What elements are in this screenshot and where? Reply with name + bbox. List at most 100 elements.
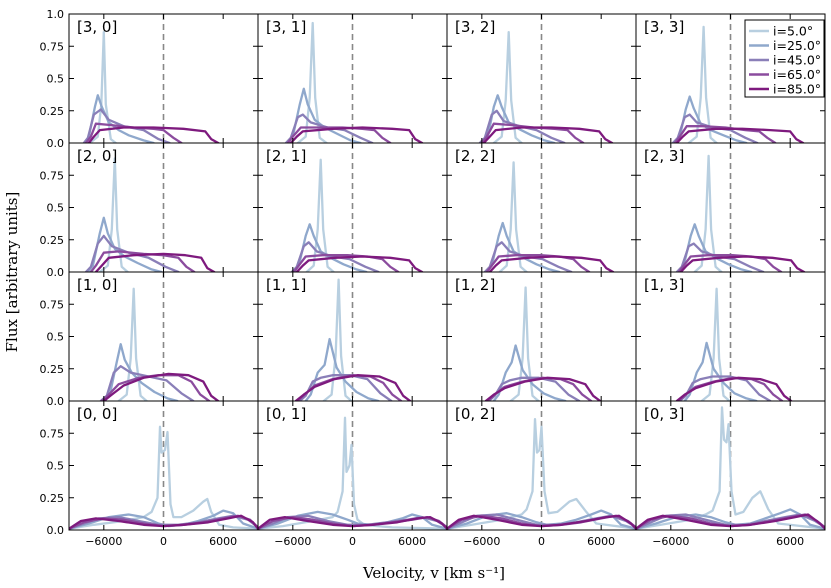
y-tick-label: 0.0 [47, 137, 65, 150]
x-tick-label: −6000 [274, 535, 311, 548]
series-line [87, 126, 220, 143]
y-tick-label: 0.5 [47, 202, 65, 215]
panel-label: [2, 1] [266, 147, 306, 165]
curves [290, 158, 424, 272]
series-line [98, 157, 129, 272]
y-tick-label: 0.0 [47, 395, 65, 408]
panel-label: [1, 2] [455, 276, 495, 294]
x-tick-label: 6000 [587, 535, 615, 548]
panel: [2, 3] [635, 142, 826, 273]
panel: [3, 2] [446, 13, 637, 144]
y-tick-label: 0.25 [40, 105, 65, 118]
series-line [284, 113, 374, 143]
panel-label: [3, 0] [77, 18, 117, 36]
y-tick-label: 0.5 [47, 331, 65, 344]
curves [675, 154, 806, 272]
series-line [69, 425, 258, 530]
series-line [693, 154, 723, 272]
panel-label: [0, 1] [266, 405, 306, 423]
series-line [258, 515, 447, 530]
panel-label: [2, 3] [644, 147, 684, 165]
series-line [88, 30, 117, 143]
panel: 0.0 0.25 0.5 0.75 [2, 0] [40, 142, 259, 279]
panel: −6000 0 6000 [0, 3] [635, 400, 826, 548]
series-line [290, 241, 380, 272]
panel-label: [2, 0] [77, 147, 117, 165]
series-line [671, 113, 759, 143]
series-line [94, 252, 216, 272]
series-line [498, 161, 528, 272]
curves [675, 287, 793, 401]
x-tick-label: 0 [727, 535, 734, 548]
series-line [117, 287, 148, 401]
panel: [3, 1] [257, 13, 448, 144]
x-tick-label: 6000 [776, 535, 804, 548]
curves [69, 425, 258, 530]
series-line [673, 125, 777, 143]
panel: 0.0 0.25 0.5 0.75 [1, 0] [40, 271, 259, 408]
panel-label: [1, 1] [266, 276, 306, 294]
y-tick-label: 0.25 [40, 363, 65, 376]
x-axis-title: Velocity, v [km s⁻¹] [362, 564, 505, 582]
y-tick-label: 0.0 [47, 266, 65, 279]
series-line [509, 286, 540, 401]
series-line [304, 337, 380, 401]
series-line [675, 127, 805, 143]
legend-frame [744, 19, 825, 98]
series-line [86, 216, 163, 272]
x-tick-label: 6000 [209, 535, 237, 548]
series-line [483, 241, 573, 272]
panel-grid: 0.0 0.25 0.5 0.75 1.0 [3, 0] [3, 1] [3, 2] [3, 3… [40, 8, 826, 548]
series-line [103, 343, 179, 401]
panel-label: [1, 3] [644, 276, 684, 294]
panel: [1, 2] [446, 271, 637, 402]
y-tick-label: 1.0 [47, 8, 65, 21]
series-line [82, 108, 171, 143]
series-line [679, 255, 806, 272]
series-line [322, 278, 353, 401]
y-tick-label: 0.75 [40, 427, 65, 440]
legend: i=5.0°i=25.0°i=45.0°i=65.0°i=85.0° [744, 19, 825, 98]
series-line [292, 254, 400, 272]
legend-label: i=25.0° [773, 38, 821, 53]
series-line [700, 287, 731, 401]
series-line [294, 374, 412, 401]
panel: [3, 3] [635, 13, 826, 144]
series-line [485, 254, 591, 272]
panel-label: [0, 3] [644, 405, 684, 423]
curves [636, 406, 825, 530]
curves [294, 278, 412, 401]
panel: −6000 0 6000 0.0 0.25 0.5 0.75 [0, 0] [40, 400, 259, 548]
x-tick-label: 0 [160, 535, 167, 548]
x-tick-label: −6000 [652, 535, 689, 548]
series-line [636, 513, 825, 530]
series-line [84, 234, 180, 272]
y-tick-label: 0.75 [40, 298, 65, 311]
x-tick-label: 0 [349, 535, 356, 548]
series-line [687, 25, 718, 143]
series-line [482, 126, 614, 143]
curves [82, 30, 220, 143]
series-line [295, 255, 424, 272]
x-tick-label: 6000 [398, 535, 426, 548]
series-line [305, 158, 335, 272]
series-line [69, 514, 258, 530]
panel: [2, 2] [446, 142, 637, 273]
curves [284, 21, 424, 143]
series-line [675, 376, 793, 401]
panel: 0.0 0.25 0.5 0.75 1.0 [3, 0] [40, 8, 259, 150]
curves [258, 416, 447, 530]
y-axis-title: Flux [arbitrary units] [3, 192, 21, 353]
curves [478, 30, 614, 143]
x-tick-label: −6000 [463, 535, 500, 548]
curves [484, 286, 602, 401]
series-line [447, 514, 636, 530]
legend-label: i=65.0° [773, 67, 821, 82]
series-line [478, 109, 566, 143]
series-line [677, 254, 783, 272]
series-line [675, 242, 765, 272]
y-tick-label: 0.5 [47, 73, 65, 86]
panel-label: [0, 2] [455, 405, 495, 423]
curves [671, 25, 805, 143]
curves [99, 287, 220, 401]
